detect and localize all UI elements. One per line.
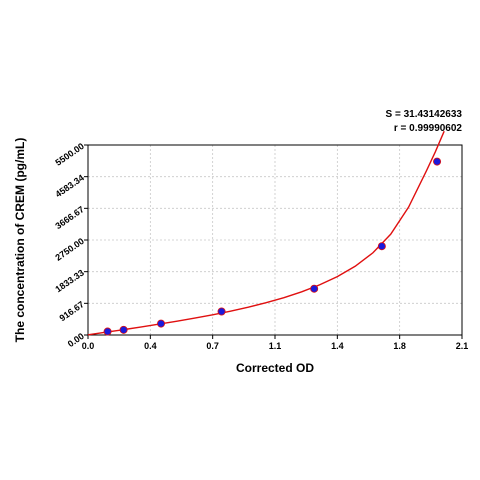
data-point [103, 327, 112, 336]
x-tick-label: 1.1 [269, 341, 282, 351]
data-points [103, 157, 442, 336]
x-axis-title: Corrected OD [236, 361, 314, 375]
data-point [377, 242, 386, 251]
x-tick-label: 0.0 [82, 341, 95, 351]
x-tick-label: 0.4 [144, 341, 157, 351]
r-value-annotation: r = 0.99990602 [394, 123, 463, 134]
data-point [217, 307, 226, 316]
x-axis-ticks: 0.0 0.4 0.7 1.1 1.4 1.8 2.1 [82, 335, 469, 351]
data-point [157, 319, 166, 328]
data-point [310, 284, 319, 293]
y-axis-title: The concentration of CREM (pg/mL) [13, 138, 27, 343]
x-tick-label: 2.1 [456, 341, 469, 351]
x-tick-label: 1.4 [331, 341, 344, 351]
data-point [119, 325, 128, 334]
fit-curve-line [87, 130, 445, 336]
s-value-annotation: S = 31.43142633 [386, 109, 463, 120]
data-point [433, 157, 442, 166]
x-tick-label: 1.8 [393, 341, 406, 351]
x-tick-label: 0.7 [206, 341, 219, 351]
